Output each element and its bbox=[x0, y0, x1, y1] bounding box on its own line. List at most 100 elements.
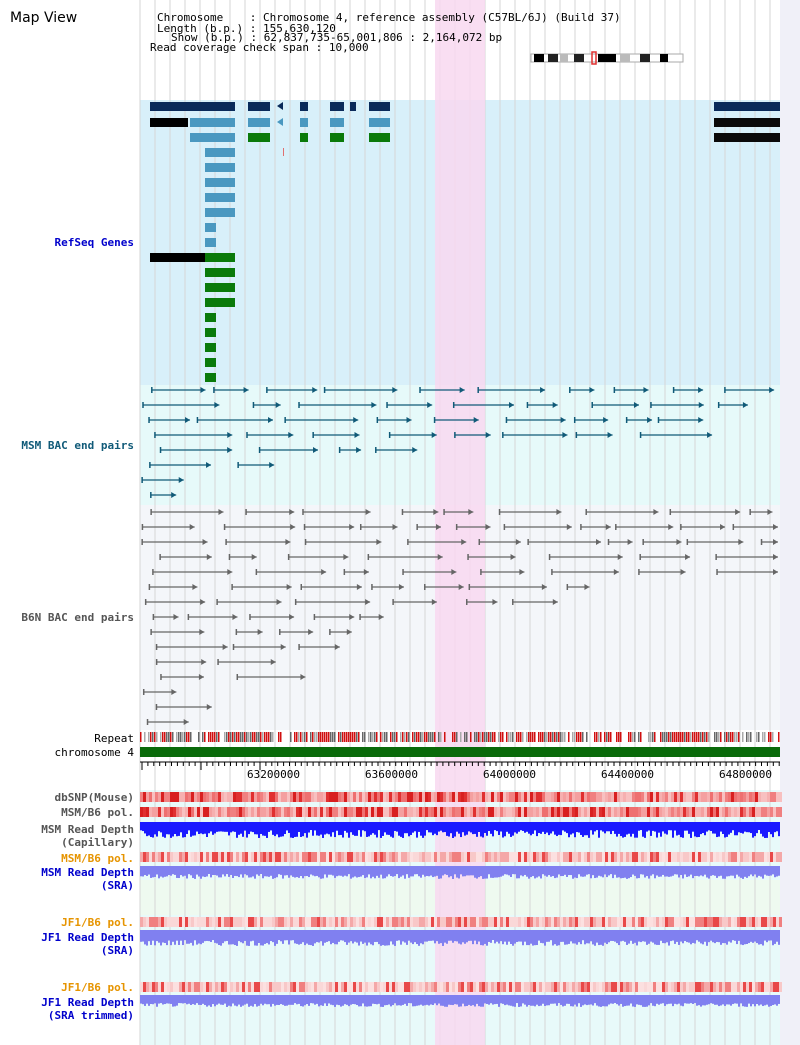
heat-cell bbox=[218, 792, 221, 802]
heat-cell bbox=[266, 807, 269, 817]
heat-cell bbox=[359, 792, 362, 802]
depth-bar bbox=[554, 822, 556, 835]
heat-cell bbox=[680, 807, 683, 817]
depth-bar bbox=[638, 822, 640, 831]
depth-bar bbox=[686, 930, 688, 943]
depth-bar bbox=[462, 866, 464, 877]
depth-bar bbox=[756, 995, 758, 1005]
heat-cell bbox=[230, 852, 233, 862]
repeat-mark bbox=[396, 732, 398, 742]
heat-cell bbox=[716, 807, 719, 817]
depth-bar bbox=[628, 930, 630, 944]
depth-bar bbox=[734, 995, 736, 1004]
repeat-mark bbox=[424, 732, 426, 742]
heat-cell bbox=[551, 917, 554, 927]
heat-cell bbox=[290, 982, 293, 992]
depth-bar bbox=[314, 822, 316, 831]
heat-cell bbox=[140, 792, 143, 802]
heat-cell bbox=[776, 792, 779, 802]
depth-bar bbox=[448, 930, 450, 941]
pair-arrow bbox=[354, 432, 360, 438]
pair-arrow bbox=[509, 402, 515, 408]
repeat-mark bbox=[270, 732, 272, 742]
heat-cell bbox=[500, 982, 503, 992]
heat-cell bbox=[731, 982, 734, 992]
depth-bar bbox=[534, 866, 536, 879]
depth-bar bbox=[600, 995, 602, 1007]
depth-bar bbox=[716, 822, 718, 838]
depth-bar bbox=[282, 822, 284, 837]
depth-bar bbox=[516, 995, 518, 1004]
depth-bar bbox=[384, 930, 386, 946]
depth-bar bbox=[774, 930, 776, 944]
depth-bar bbox=[532, 930, 534, 946]
depth-bar bbox=[442, 866, 444, 876]
info-coverage: Read coverage check span : 10,000 bbox=[150, 41, 369, 54]
heat-cell bbox=[587, 792, 590, 802]
heat-cell bbox=[245, 982, 248, 992]
heat-cell bbox=[185, 792, 188, 802]
heat-cell bbox=[767, 807, 770, 817]
depth-bar bbox=[650, 995, 652, 1004]
heat-cell bbox=[329, 792, 332, 802]
depth-bar bbox=[450, 822, 452, 834]
depth-bar bbox=[764, 995, 766, 1006]
depth-bar bbox=[212, 822, 214, 835]
pair-arrow bbox=[617, 554, 623, 560]
heat-cell bbox=[752, 852, 755, 862]
heat-cell bbox=[662, 852, 665, 862]
heat-cell bbox=[140, 807, 143, 817]
depth-bar bbox=[368, 930, 370, 943]
repeat-mark bbox=[632, 732, 634, 742]
heat-cell bbox=[221, 807, 224, 817]
heat-cell bbox=[452, 917, 455, 927]
heat-cell bbox=[776, 982, 779, 992]
depth-bar bbox=[612, 822, 614, 831]
heat-cell bbox=[242, 982, 245, 992]
depth-bar bbox=[638, 930, 640, 942]
depth-bar bbox=[766, 866, 768, 876]
depth-bar bbox=[308, 822, 310, 833]
heat-cell bbox=[413, 917, 416, 927]
depth-bar bbox=[236, 866, 238, 877]
depth-bar bbox=[286, 995, 288, 1006]
depth-bar bbox=[666, 822, 668, 835]
heat-cell bbox=[425, 982, 428, 992]
heat-cell bbox=[668, 917, 671, 927]
depth-bar bbox=[522, 866, 524, 877]
repeat-mark bbox=[568, 732, 570, 742]
depth-bar bbox=[632, 995, 634, 1007]
pair-arrow bbox=[613, 569, 619, 575]
depth-bar bbox=[590, 866, 592, 879]
heat-cell bbox=[359, 807, 362, 817]
heat-cell bbox=[167, 982, 170, 992]
depth-bar bbox=[418, 930, 420, 946]
heat-cell bbox=[362, 917, 365, 927]
heat-cell bbox=[467, 852, 470, 862]
heat-cell bbox=[776, 852, 779, 862]
depth-bar bbox=[488, 822, 490, 832]
heat-cell bbox=[278, 982, 281, 992]
heat-cell bbox=[689, 807, 692, 817]
heat-cell bbox=[707, 852, 710, 862]
heat-cell bbox=[707, 807, 710, 817]
depth-bar bbox=[364, 822, 366, 832]
depth-bar bbox=[602, 930, 604, 946]
depth-bar bbox=[244, 930, 246, 941]
depth-bar bbox=[648, 866, 650, 879]
depth-bar bbox=[652, 995, 654, 1006]
depth-bar bbox=[546, 995, 548, 1006]
depth-bar bbox=[634, 995, 636, 1007]
pair-arrow bbox=[607, 432, 613, 438]
repeat-mark bbox=[546, 732, 548, 742]
depth-bar bbox=[740, 866, 742, 878]
heat-cell bbox=[164, 792, 167, 802]
depth-bar bbox=[182, 930, 184, 946]
depth-bar bbox=[504, 930, 506, 942]
repeat-mark bbox=[368, 732, 370, 742]
depth-bar bbox=[296, 822, 298, 837]
heat-cell bbox=[473, 807, 476, 817]
repeat-mark bbox=[330, 732, 332, 742]
heat-cell bbox=[167, 917, 170, 927]
depth-bar bbox=[438, 995, 440, 1004]
